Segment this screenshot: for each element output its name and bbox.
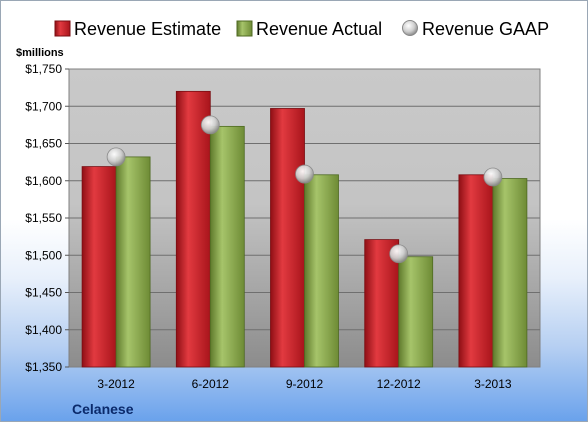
- y-tick-label: $1,750: [25, 62, 62, 76]
- bars: [81, 90, 528, 368]
- marker-revenue-gaap: [295, 164, 314, 184]
- legend-label-actual: Revenue Actual: [256, 19, 382, 39]
- y-tick-label: $1,700: [25, 99, 62, 113]
- bar-revenue-estimate: [81, 166, 117, 368]
- bar-revenue-actual: [304, 174, 339, 368]
- marker-revenue-gaap: [389, 244, 409, 264]
- x-tick-label: 9-2012: [286, 377, 324, 391]
- legend-swatch-gaap: [402, 20, 418, 36]
- legend-label-estimate: Revenue Estimate: [74, 19, 221, 39]
- x-tick-label: 12-2012: [377, 377, 421, 391]
- bar-revenue-actual: [115, 156, 151, 368]
- company-name: Celanese: [72, 401, 134, 417]
- x-tick-label: 3-2012: [97, 377, 135, 391]
- legend-swatch-estimate: [54, 20, 71, 37]
- x-axis-ticks: 3-2012 6-2012 9-2012 12-2012 3-2013: [97, 377, 511, 391]
- marker-revenue-gaap: [483, 167, 503, 187]
- bar-revenue-actual: [492, 178, 528, 368]
- y-tick-label: $1,350: [25, 360, 62, 374]
- bar-revenue-estimate: [175, 90, 211, 368]
- bar-revenue-estimate: [270, 108, 305, 368]
- y-tick-label: $1,400: [25, 323, 62, 337]
- gaap-markers: [106, 115, 503, 264]
- y-tick-label: $1,500: [25, 248, 62, 262]
- y-tick-label: $1,650: [25, 137, 62, 151]
- bar-revenue-actual: [209, 125, 245, 368]
- y-axis-unit-label: $millions: [16, 47, 64, 59]
- legend-swatch-actual: [236, 20, 253, 37]
- marker-revenue-gaap: [200, 115, 220, 135]
- y-tick-label: $1,600: [25, 174, 62, 188]
- marker-revenue-gaap: [106, 147, 126, 167]
- y-axis-ticks: $1,750 $1,700 $1,650 $1,600 $1,550 $1,500 $1,4…: [25, 62, 69, 374]
- y-tick-label: $1,450: [25, 286, 62, 300]
- y-tick-label: $1,550: [25, 211, 62, 225]
- x-tick-label: 6-2012: [192, 377, 230, 391]
- legend-label-gaap: Revenue GAAP: [422, 19, 549, 39]
- bar-revenue-estimate: [458, 174, 494, 368]
- bar-revenue-actual: [398, 256, 434, 368]
- legend: Revenue Estimate Revenue Actual Revenue …: [54, 19, 549, 39]
- x-tick-label: 3-2013: [474, 377, 512, 391]
